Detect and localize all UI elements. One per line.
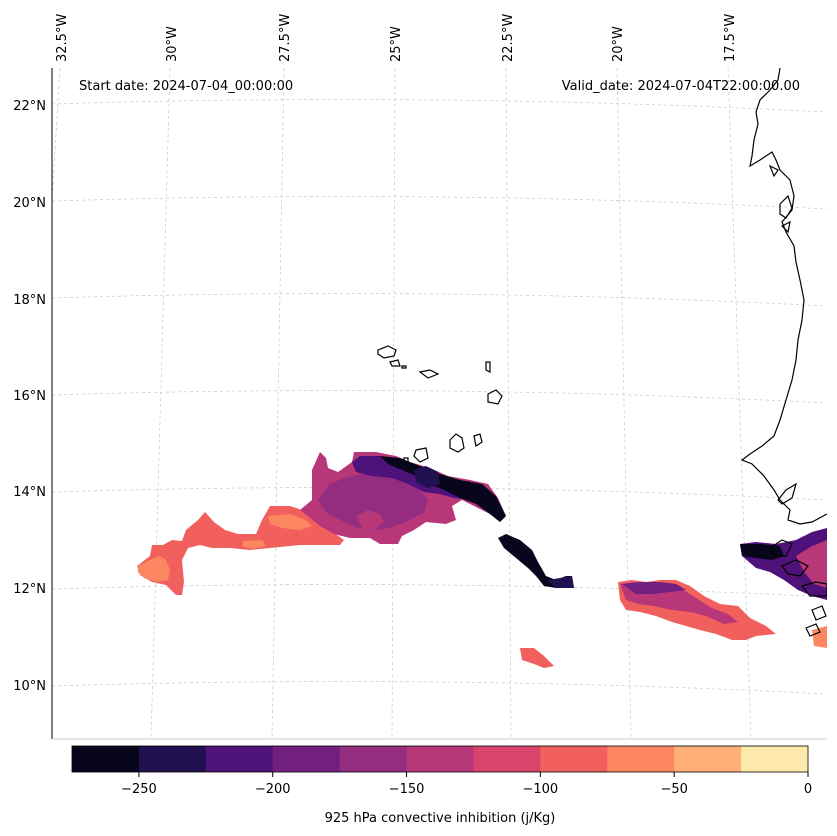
- coast-peninsula-4: [800, 581, 827, 597]
- start-date-annotation: Start date: 2024-07-04_00:00:00: [79, 79, 293, 94]
- coast-peninsula-2: [769, 539, 793, 557]
- lat-label: 18°N: [13, 293, 46, 308]
- colorbar-swatch: [138, 746, 207, 772]
- colorbar-tick-label: −150: [389, 782, 425, 797]
- lon-label: 30°W: [165, 26, 180, 62]
- cape-verde-maio: [403, 457, 409, 463]
- colorbar-swatch: [674, 746, 742, 772]
- cape-verde-sal: [485, 361, 491, 373]
- lat-label: 12°N: [13, 582, 46, 597]
- lon-label: 22.5°W: [501, 14, 516, 62]
- coast-island-1: [811, 605, 827, 621]
- colorbar-swatch: [406, 746, 474, 772]
- cin-region-coast-warm: [812, 626, 827, 648]
- cin-region-coast-dark: [740, 544, 784, 560]
- colorbar-swatch: [540, 746, 608, 772]
- cin-region-west-inner: [138, 556, 170, 582]
- colorbar-tick-label: 0: [804, 782, 812, 797]
- cin-region-west-patch2: [242, 540, 266, 549]
- colorbar-swatch: [272, 746, 341, 772]
- coast-island-5: [768, 164, 779, 178]
- cin-region-south-patch: [520, 648, 554, 668]
- cape-verde-brava: [413, 447, 429, 463]
- cape-verde-santa-luzia: [401, 365, 407, 369]
- cin-region-coast-hot: [796, 540, 827, 588]
- lon-label: 27.5°W: [278, 14, 293, 62]
- lat-label: 22°N: [13, 99, 46, 114]
- colorbar-swatch: [205, 746, 274, 772]
- longitude-labels: 32.5°W 30°W 27.5°W 25°W 22.5°W 20°W 17.5…: [55, 14, 738, 62]
- cin-region-central-hot: [356, 510, 384, 530]
- colorbar-swatches: [72, 746, 809, 772]
- lon-label: 32.5°W: [55, 14, 70, 62]
- lat-label: 14°N: [13, 485, 46, 500]
- cin-filled-contours: [137, 452, 827, 668]
- cin-region-east-dark: [622, 582, 686, 594]
- coast-peninsula-3: [781, 559, 809, 577]
- coast-island-3: [779, 194, 793, 219]
- cape-verde-fogo: [449, 433, 465, 453]
- latitude-labels: 22°N 20°N 18°N 16°N 14°N 12°N 10°N: [13, 99, 46, 694]
- cin-region-central-darkest: [380, 456, 506, 522]
- colorbar-tick-label: −50: [660, 782, 687, 797]
- cin-region-streak-tip: [548, 576, 574, 588]
- coastlines: [377, 68, 827, 637]
- coast-peninsula-1: [777, 482, 797, 505]
- cape-verde-santo-antao: [377, 345, 397, 359]
- coast-island-2: [805, 623, 821, 637]
- colorbar-swatch: [72, 746, 140, 772]
- cin-region-streak: [498, 534, 574, 588]
- cape-verde-santiago: [473, 433, 483, 447]
- colorbar-ticks: −250 −200 −150 −100 −50 0: [121, 772, 812, 797]
- lon-label: 20°W: [611, 26, 626, 62]
- colorbar-swatch: [473, 746, 541, 772]
- valid-date-annotation: Valid_date: 2024-07-04T22:00:00.00: [562, 79, 800, 94]
- lon-label: 25°W: [389, 26, 404, 62]
- colorbar-swatch: [339, 746, 408, 772]
- colorbar-tick-label: −250: [121, 782, 157, 797]
- colorbar-tick-label: −200: [255, 782, 291, 797]
- lat-label: 10°N: [13, 679, 46, 694]
- lat-label: 16°N: [13, 389, 46, 404]
- map-area: [52, 68, 827, 739]
- colorbar-frame: [71, 745, 809, 773]
- cin-region-central-core: [414, 466, 440, 488]
- colorbar-swatch: [741, 746, 809, 772]
- colorbar: −250 −200 −150 −100 −50 0 925 hPa convective …: [71, 745, 812, 826]
- lat-label: 20°N: [13, 196, 46, 211]
- colorbar-swatch: [607, 746, 675, 772]
- colorbar-tick-label: −100: [523, 782, 559, 797]
- lon-label: 17.5°W: [723, 14, 738, 62]
- cape-verde-boa-vista: [487, 389, 503, 405]
- cin-region-central-mid: [318, 474, 428, 530]
- colorbar-label: 925 hPa convective inhibition (j/Kg): [325, 811, 556, 826]
- africa-coastline: [740, 68, 827, 525]
- cape-verde-sao-nicolau: [418, 369, 440, 379]
- cape-verde-sao-vicente: [389, 359, 401, 367]
- coast-island-4: [780, 220, 791, 234]
- cin-region-west-patch: [268, 514, 312, 530]
